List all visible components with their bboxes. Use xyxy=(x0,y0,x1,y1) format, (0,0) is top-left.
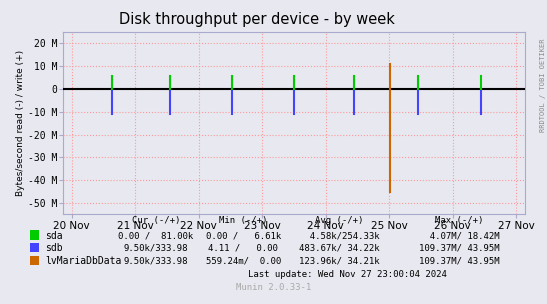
Text: Min (-/+): Min (-/+) xyxy=(219,216,267,226)
Text: lvMariaDbData: lvMariaDbData xyxy=(45,257,121,266)
Text: 0.00 /   6.61k: 0.00 / 6.61k xyxy=(206,231,281,240)
Text: 4.11 /   0.00: 4.11 / 0.00 xyxy=(208,244,278,253)
Text: Last update: Wed Nov 27 23:00:04 2024: Last update: Wed Nov 27 23:00:04 2024 xyxy=(248,270,447,279)
Text: 9.50k/333.98: 9.50k/333.98 xyxy=(124,244,188,253)
Text: 4.58k/254.33k: 4.58k/254.33k xyxy=(299,231,380,240)
Text: sdb: sdb xyxy=(45,244,62,253)
Text: 109.37M/ 43.95M: 109.37M/ 43.95M xyxy=(419,257,500,266)
Text: 4.07M/ 18.42M: 4.07M/ 18.42M xyxy=(419,231,500,240)
Text: RRDTOOL / TOBI OETIKER: RRDTOOL / TOBI OETIKER xyxy=(540,38,546,132)
Text: 123.96k/ 34.21k: 123.96k/ 34.21k xyxy=(299,257,380,266)
Text: Munin 2.0.33-1: Munin 2.0.33-1 xyxy=(236,283,311,292)
Text: Disk throughput per device - by week: Disk throughput per device - by week xyxy=(119,12,395,27)
Y-axis label: Bytes/second read (-) / write (+): Bytes/second read (-) / write (+) xyxy=(16,50,25,196)
Text: 0.00 /  81.00k: 0.00 / 81.00k xyxy=(118,231,194,240)
Text: sda: sda xyxy=(45,231,62,240)
Text: Avg (-/+): Avg (-/+) xyxy=(315,216,363,226)
Text: Cur (-/+): Cur (-/+) xyxy=(132,216,180,226)
Text: 483.67k/ 34.22k: 483.67k/ 34.22k xyxy=(299,244,380,253)
Text: Max (-/+): Max (-/+) xyxy=(435,216,484,226)
Text: 9.50k/333.98: 9.50k/333.98 xyxy=(124,257,188,266)
Text: 559.24m/  0.00: 559.24m/ 0.00 xyxy=(206,257,281,266)
Text: 109.37M/ 43.95M: 109.37M/ 43.95M xyxy=(419,244,500,253)
